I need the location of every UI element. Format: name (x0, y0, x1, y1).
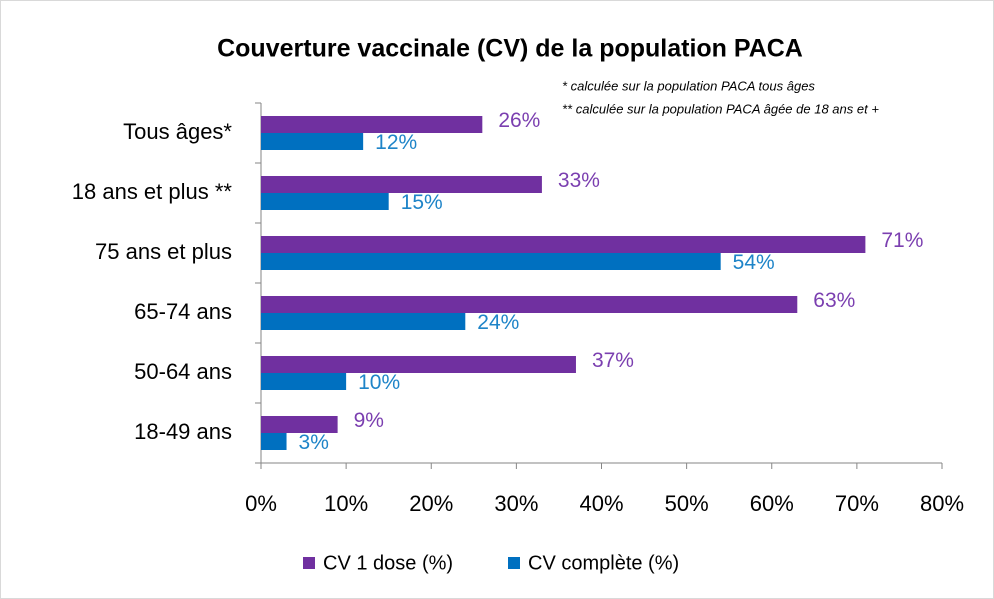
bar (261, 296, 798, 313)
data-label: 63% (813, 289, 855, 312)
y-tick-label: 18 ans et plus ** (72, 179, 233, 204)
data-label: 9% (354, 409, 384, 432)
data-label: 33% (558, 169, 600, 192)
data-label: 37% (592, 349, 634, 372)
bar (261, 236, 866, 253)
x-tick-label: 20% (409, 491, 453, 516)
y-tick-label: 65-74 ans (134, 299, 232, 324)
y-tick-label: 50-64 ans (134, 359, 232, 384)
data-label: 54% (733, 251, 775, 274)
data-label: 24% (477, 311, 519, 334)
bar (261, 313, 466, 330)
bar (261, 253, 721, 270)
bar (261, 176, 542, 193)
x-tick-label: 60% (750, 491, 794, 516)
bar (261, 116, 483, 133)
x-tick-label: 30% (494, 491, 538, 516)
legend-swatch (303, 557, 315, 569)
bar (261, 356, 576, 373)
data-label: 15% (401, 191, 443, 214)
data-label: 26% (498, 109, 540, 132)
data-label: 71% (881, 229, 923, 252)
x-tick-label: 50% (665, 491, 709, 516)
y-tick-label: 18-49 ans (134, 419, 232, 444)
bar (261, 133, 364, 150)
x-tick-label: 40% (579, 491, 623, 516)
legend-label: CV complète (%) (528, 552, 679, 574)
x-tick-label: 10% (324, 491, 368, 516)
x-tick-label: 70% (835, 491, 879, 516)
y-tick-label: 75 ans et plus (95, 239, 232, 264)
x-tick-label: 0% (245, 491, 277, 516)
footnote: ** calculée sur la population PACA âgée … (562, 101, 879, 116)
bar (261, 416, 338, 433)
data-label: 10% (358, 371, 400, 394)
bar (261, 373, 347, 390)
bar (261, 193, 389, 210)
legend-swatch (508, 557, 520, 569)
data-label: 12% (375, 131, 417, 154)
x-tick-label: 80% (920, 491, 964, 516)
data-label: 3% (299, 431, 329, 454)
y-tick-label: Tous âges* (123, 119, 232, 144)
legend-label: CV 1 dose (%) (323, 552, 453, 574)
bar (261, 433, 287, 450)
footnote: * calculée sur la population PACA tous â… (562, 78, 815, 93)
chart-title: Couverture vaccinale (CV) de la populati… (217, 35, 803, 63)
